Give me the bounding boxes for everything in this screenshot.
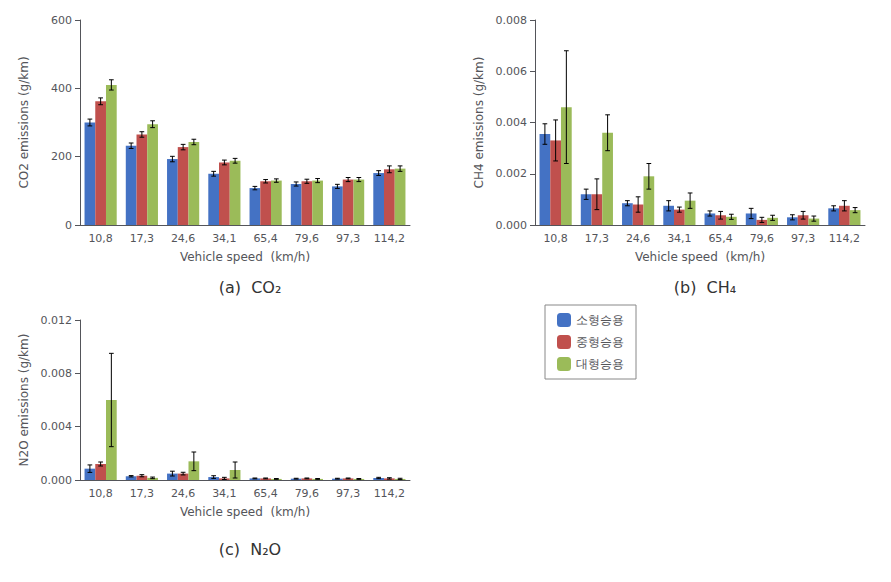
svg-text:0.004: 0.004: [41, 420, 73, 433]
svg-text:Vehicle speed (km/h): Vehicle speed (km/h): [180, 505, 310, 519]
svg-text:CO2 emissions (g/km): CO2 emissions (g/km): [17, 56, 31, 188]
svg-text:(b) CH₄: (b) CH₄: [674, 278, 736, 297]
svg-text:0.008: 0.008: [41, 367, 73, 380]
svg-text:65,4: 65,4: [708, 232, 733, 245]
svg-text:97,3: 97,3: [336, 487, 361, 500]
svg-text:0.004: 0.004: [496, 116, 528, 129]
svg-text:79,6: 79,6: [750, 232, 775, 245]
svg-text:0.006: 0.006: [496, 65, 528, 78]
svg-text:0.012: 0.012: [41, 314, 73, 327]
svg-text:34,1: 34,1: [667, 232, 692, 245]
svg-text:중형승용: 중형승용: [576, 335, 624, 349]
svg-text:17,3: 17,3: [130, 487, 155, 500]
svg-text:17,3: 17,3: [130, 232, 155, 245]
svg-text:65,4: 65,4: [253, 487, 278, 500]
svg-text:0.008: 0.008: [496, 14, 528, 27]
svg-text:Vehicle speed (km/h): Vehicle speed (km/h): [635, 250, 765, 264]
svg-text:0: 0: [65, 219, 72, 232]
svg-text:10,8: 10,8: [88, 487, 113, 500]
svg-text:(a) CO₂: (a) CO₂: [219, 278, 282, 297]
svg-text:24,6: 24,6: [171, 487, 196, 500]
svg-text:34,1: 34,1: [212, 232, 237, 245]
svg-text:24,6: 24,6: [626, 232, 651, 245]
svg-text:114,2: 114,2: [374, 232, 406, 245]
svg-text:600: 600: [51, 14, 72, 27]
svg-text:65,4: 65,4: [253, 232, 278, 245]
svg-text:79,6: 79,6: [295, 487, 320, 500]
svg-text:10,8: 10,8: [543, 232, 568, 245]
svg-text:400: 400: [51, 82, 72, 95]
svg-text:17,3: 17,3: [585, 232, 610, 245]
svg-text:소형승용: 소형승용: [576, 313, 624, 327]
svg-text:N2O emissions (g/km): N2O emissions (g/km): [17, 334, 31, 467]
svg-text:대형승용: 대형승용: [576, 357, 624, 371]
svg-text:34,1: 34,1: [212, 487, 237, 500]
svg-text:24,6: 24,6: [171, 232, 196, 245]
svg-text:114,2: 114,2: [374, 487, 406, 500]
svg-text:0.000: 0.000: [41, 474, 73, 487]
svg-text:0.002: 0.002: [496, 167, 528, 180]
svg-text:97,3: 97,3: [791, 232, 816, 245]
svg-text:Vehicle speed (km/h): Vehicle speed (km/h): [180, 250, 310, 264]
svg-text:97,3: 97,3: [336, 232, 361, 245]
svg-text:79,6: 79,6: [295, 232, 320, 245]
svg-text:0.000: 0.000: [496, 219, 528, 232]
svg-text:114,2: 114,2: [829, 232, 861, 245]
svg-text:200: 200: [51, 150, 72, 163]
svg-text:(c) N₂O: (c) N₂O: [219, 540, 281, 559]
svg-text:CH4 emissions (g/km): CH4 emissions (g/km): [472, 57, 486, 189]
svg-text:10,8: 10,8: [88, 232, 113, 245]
